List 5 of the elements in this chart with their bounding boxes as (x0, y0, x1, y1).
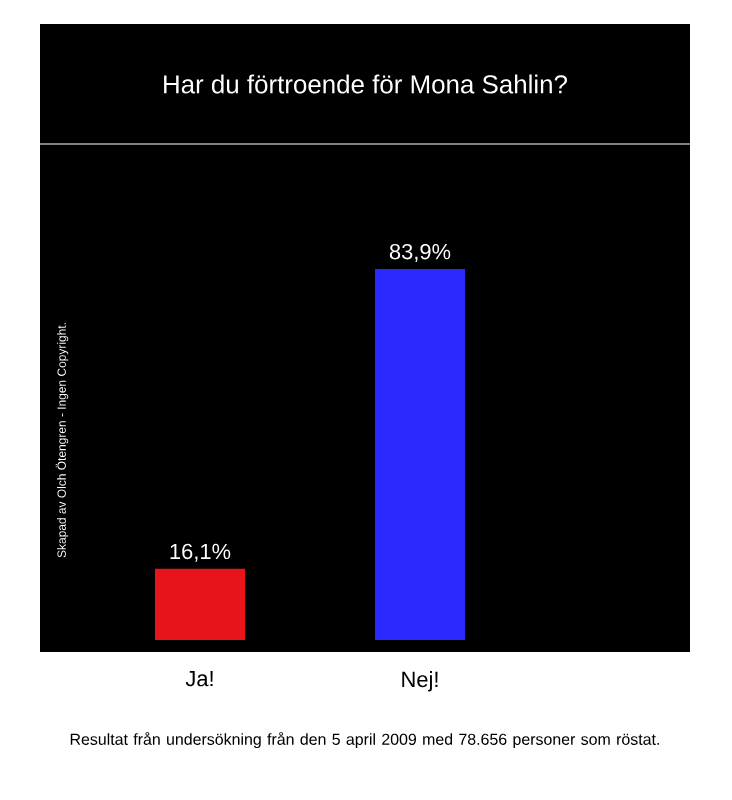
data-label: 16,1% (170, 543, 231, 562)
x-tick-label: Nej! (402, 671, 438, 692)
chart-title: Har du förtroende för Mona Sahlin? (164, 74, 567, 94)
x-tick-label: Ja! (185, 671, 213, 687)
data-label: 83,9% (389, 243, 451, 262)
